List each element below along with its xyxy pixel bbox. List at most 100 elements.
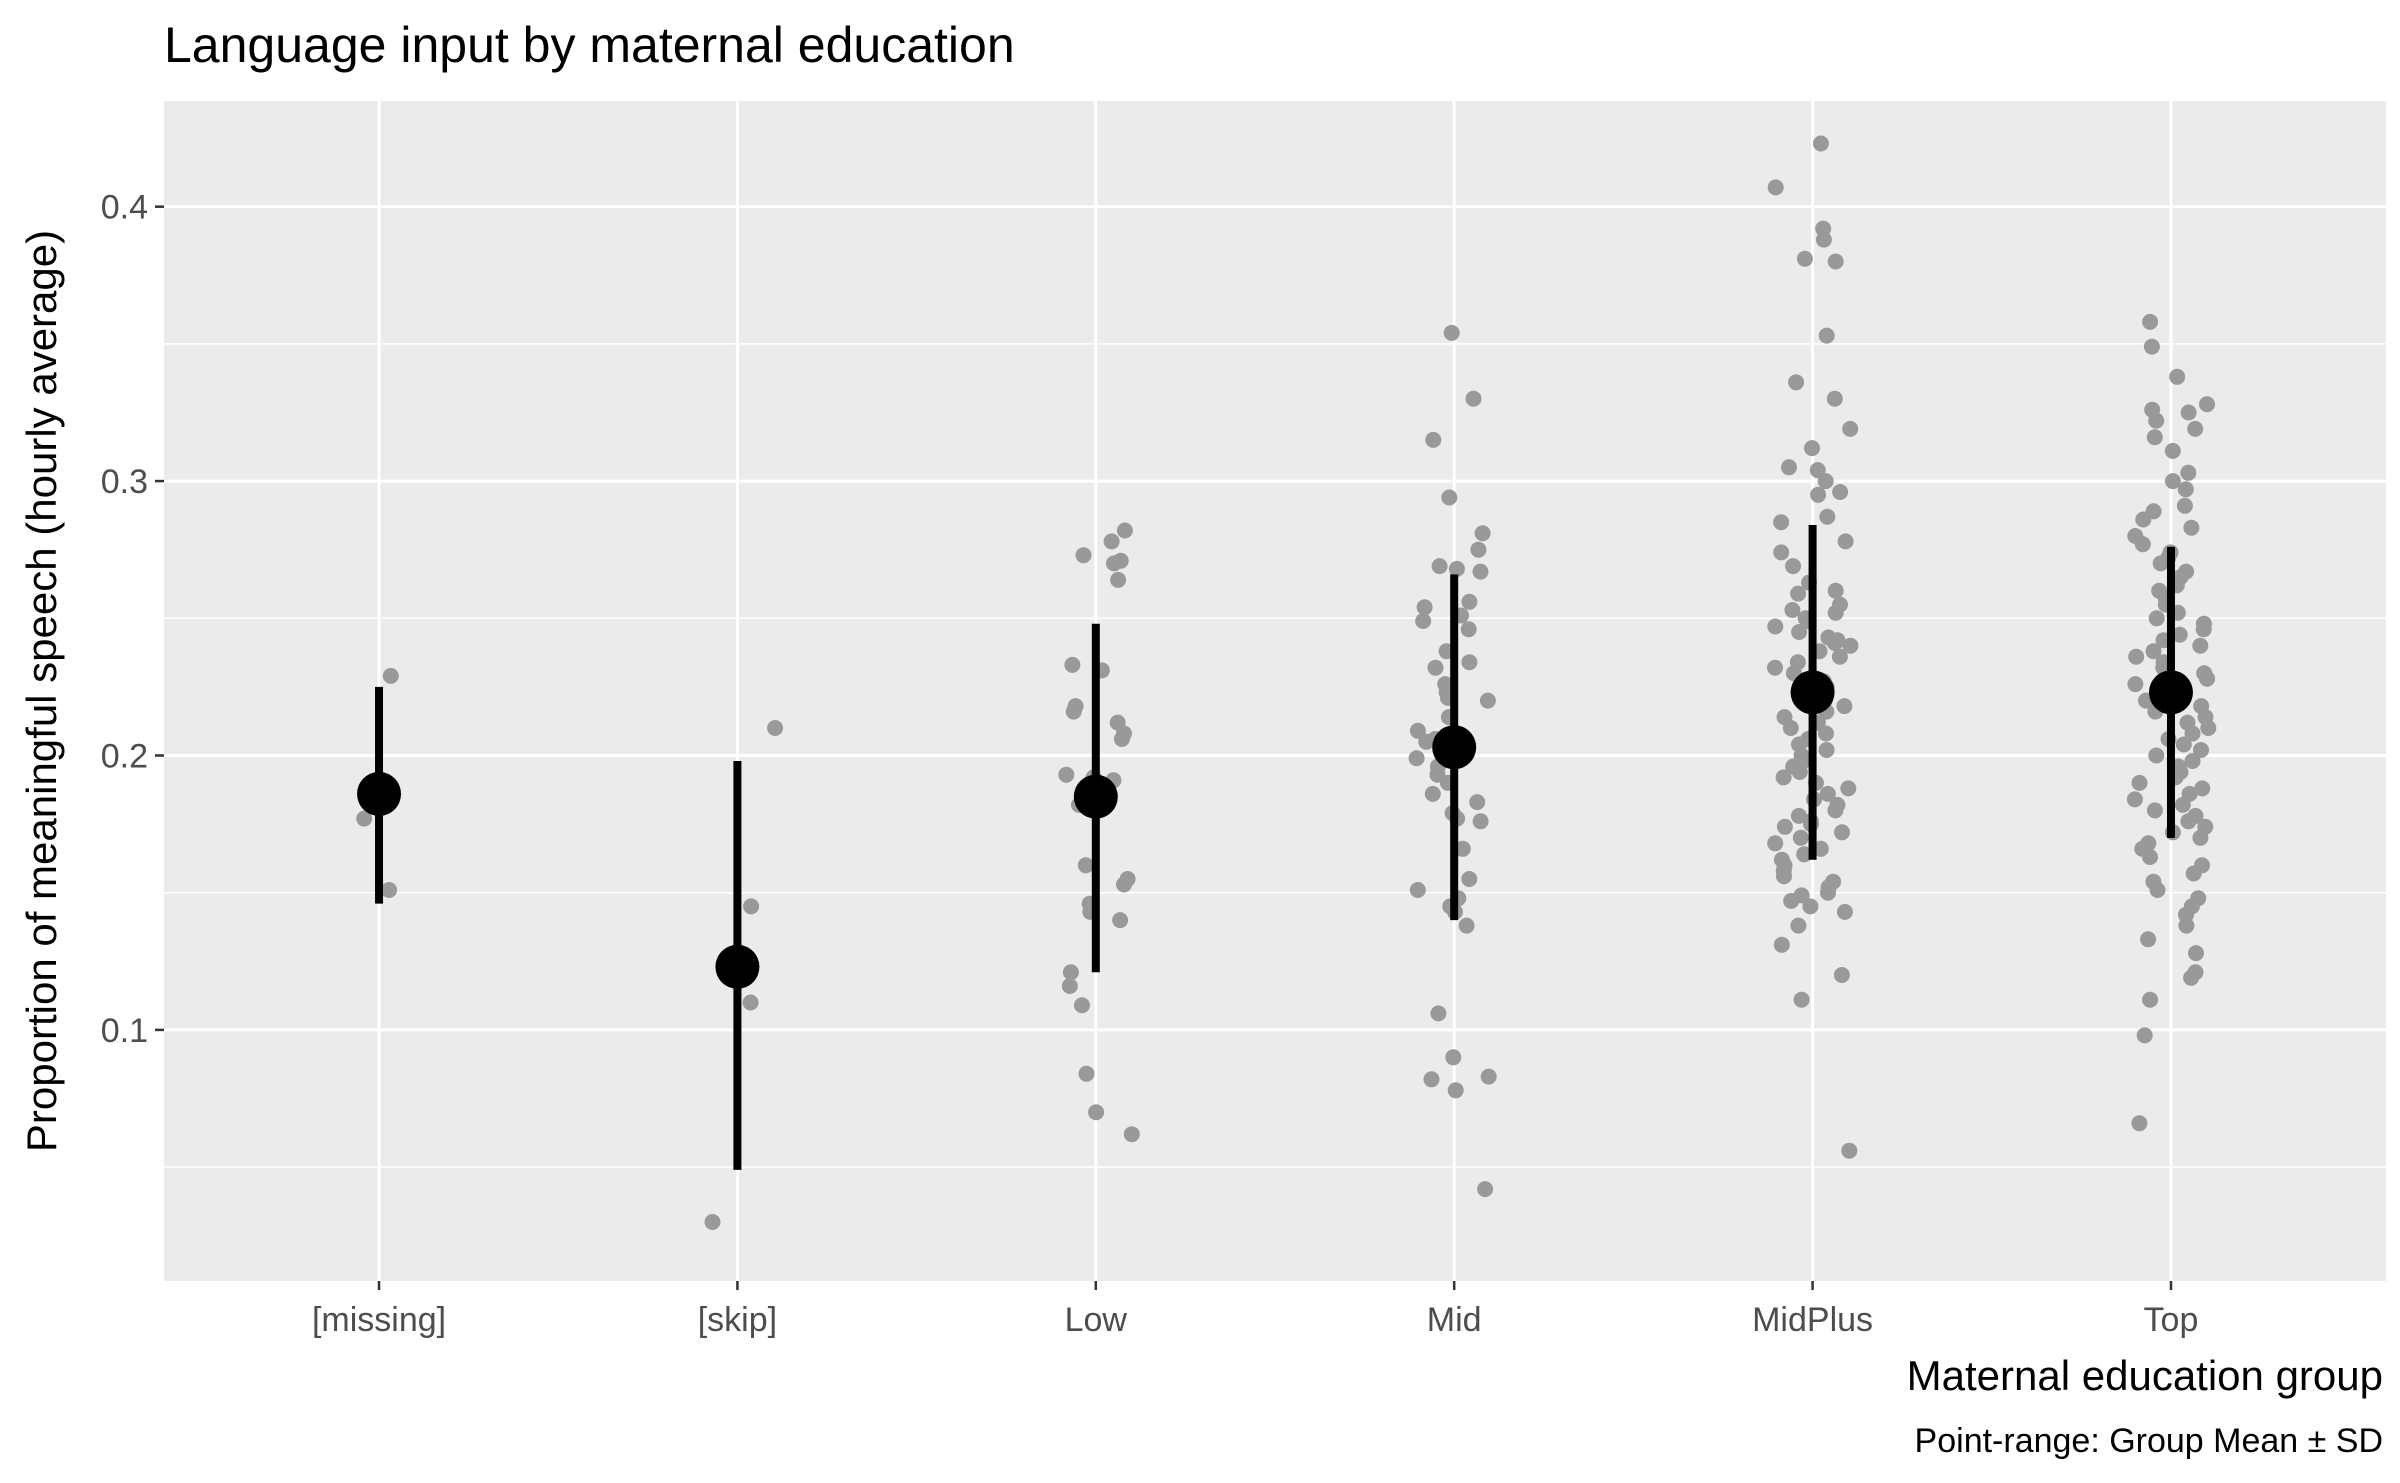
group-mean-point <box>2148 670 2193 715</box>
data-point <box>1792 829 1809 846</box>
data-point <box>742 994 759 1011</box>
data-point <box>2177 481 2194 498</box>
jitter-points <box>356 135 2217 1230</box>
data-point <box>2164 442 2181 459</box>
data-point <box>2134 536 2151 553</box>
group-mean-point <box>1432 725 1477 770</box>
data-point <box>2199 670 2216 687</box>
chart-title: Language input by maternal education <box>164 17 1015 73</box>
data-point <box>1416 599 1433 616</box>
data-point <box>1415 613 1432 629</box>
data-point <box>2192 829 2209 846</box>
data-point <box>1809 462 1826 479</box>
data-point <box>1065 703 1082 720</box>
data-point <box>2180 813 2197 830</box>
data-point <box>2171 626 2188 643</box>
data-point <box>1461 593 1478 610</box>
data-point <box>2142 991 2159 1008</box>
y-tick-label: 0.1 <box>101 1012 148 1050</box>
data-point <box>1078 1065 1095 1082</box>
group-mean-point <box>1073 774 1118 819</box>
data-point <box>1791 764 1808 780</box>
data-point <box>1474 525 1491 542</box>
data-point <box>1454 840 1471 857</box>
data-point <box>1123 1126 1140 1143</box>
x-tick-label: Mid <box>1427 1301 1482 1339</box>
data-point <box>1842 420 1859 437</box>
data-point <box>1836 903 1853 920</box>
data-point <box>1820 884 1836 901</box>
data-point <box>1790 917 1807 934</box>
x-tick-label: MidPlus <box>1752 1301 1873 1339</box>
data-point <box>2143 338 2160 355</box>
data-point <box>1812 135 1829 152</box>
data-point <box>1077 857 1094 874</box>
data-point <box>1818 742 1835 758</box>
data-point <box>356 810 373 827</box>
data-point <box>2126 791 2143 808</box>
data-point <box>2184 725 2201 742</box>
data-point <box>1106 555 1122 572</box>
data-point <box>2148 412 2165 429</box>
data-point <box>2142 849 2158 865</box>
data-point <box>2195 621 2212 638</box>
data-point <box>1469 794 1486 811</box>
data-point <box>1793 991 1810 1008</box>
x-tick-label: Top <box>2144 1301 2199 1339</box>
y-tick-label: 0.2 <box>101 737 148 775</box>
data-point <box>1827 604 1844 621</box>
data-point <box>704 1214 721 1230</box>
data-point <box>1788 374 1805 391</box>
data-point <box>2174 796 2191 813</box>
data-point <box>1058 766 1075 783</box>
y-axis-title: Proportion of meaningful speech (hourly … <box>18 230 65 1152</box>
data-point <box>1423 1071 1440 1088</box>
data-point <box>1790 585 1807 602</box>
data-point <box>1409 882 1426 898</box>
data-point <box>1112 912 1129 929</box>
data-point <box>2149 882 2166 898</box>
data-point <box>2146 802 2163 819</box>
data-point <box>2183 969 2200 986</box>
data-point <box>2152 555 2169 572</box>
data-point <box>1819 785 1836 802</box>
data-point <box>1425 431 1442 448</box>
data-point <box>2187 420 2204 437</box>
data-point <box>2192 637 2209 654</box>
data-point <box>1827 802 1844 819</box>
data-point <box>1842 637 1859 654</box>
data-point <box>1776 868 1792 885</box>
plot-panel <box>164 101 2386 1281</box>
data-point <box>2176 497 2193 514</box>
data-point <box>2169 368 2186 385</box>
chart-caption: Point-range: Group Mean ± SD <box>1915 1422 2383 1460</box>
data-point <box>2175 736 2192 753</box>
data-point <box>2127 676 2144 693</box>
data-point <box>1831 648 1848 665</box>
data-point <box>1113 731 1130 747</box>
data-point <box>1775 769 1792 786</box>
data-point <box>1472 563 1489 580</box>
data-point <box>1767 618 1784 635</box>
data-point <box>1804 440 1820 457</box>
data-point <box>1061 978 1078 994</box>
data-point <box>2180 464 2197 481</box>
data-point <box>1064 656 1081 673</box>
data-point <box>1827 253 1844 270</box>
data-point <box>1465 390 1482 407</box>
data-point <box>1103 533 1120 550</box>
data-point <box>767 720 784 736</box>
data-point <box>1424 785 1441 802</box>
data-point <box>2194 780 2211 797</box>
data-point <box>1810 486 1827 503</box>
data-point <box>1767 659 1783 676</box>
data-point <box>1441 489 1458 506</box>
data-point <box>1826 390 1843 407</box>
data-point <box>1461 871 1478 887</box>
data-point <box>1791 624 1808 640</box>
data-point <box>1818 725 1834 742</box>
data-point <box>2142 313 2159 330</box>
data-point <box>1430 1005 1447 1022</box>
y-tick-label: 0.4 <box>101 189 148 227</box>
